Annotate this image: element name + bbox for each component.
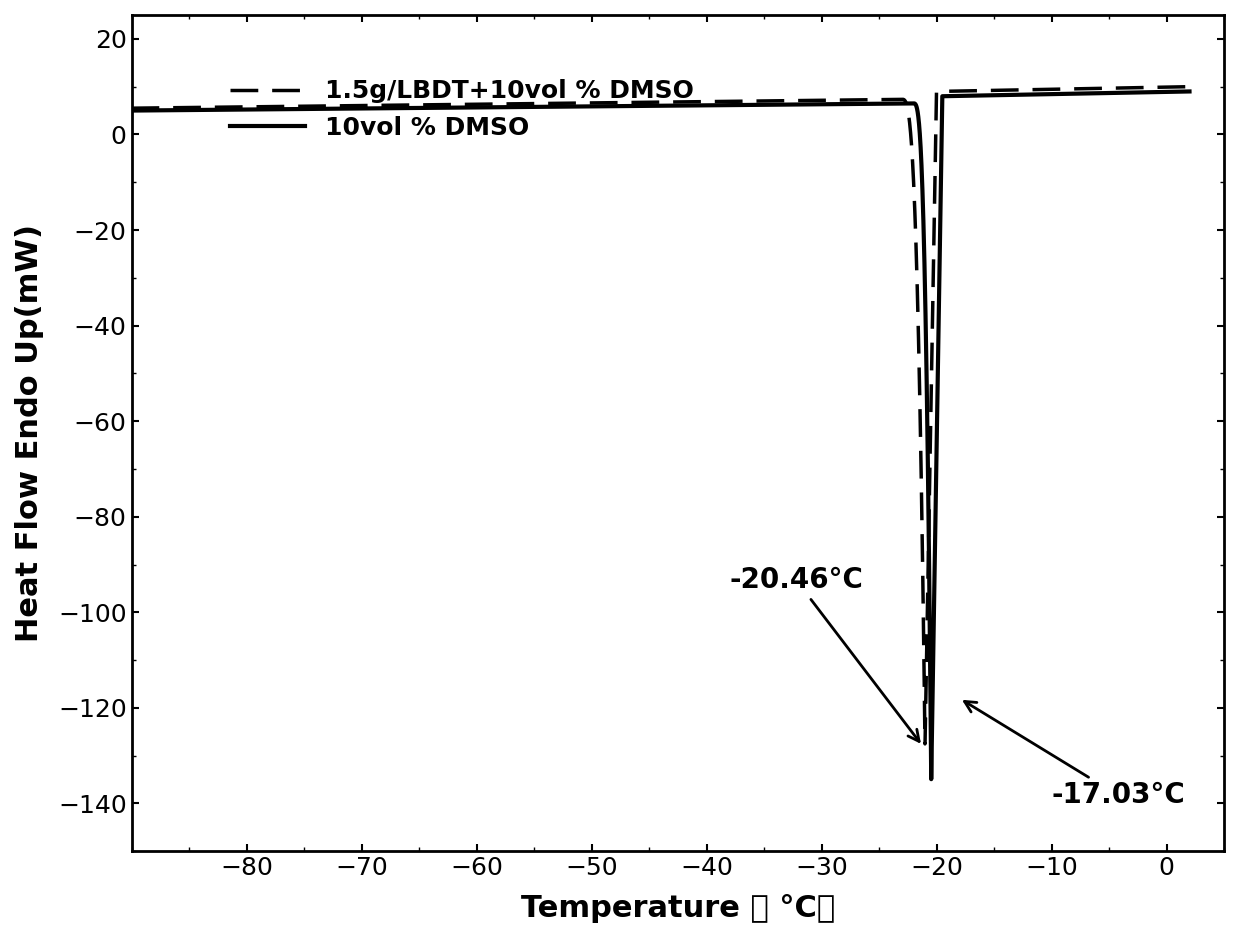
Text: -20.46°C: -20.46°C [730, 567, 919, 741]
10vol % DMSO [187, 104, 202, 115]
10vol % DMSO [1182, 86, 1197, 98]
Text: -17.03°C: -17.03°C [964, 702, 1186, 809]
Line: 1.5g/LBDT+10vol % DMSO: 1.5g/LBDT+10vol % DMSO [131, 86, 1189, 744]
1.5g/LBDT+10vol % DMSO [1126, 83, 1141, 94]
1.5g/LBDT+10vol % DMSO [642, 97, 657, 108]
1.5g/LBDT+10vol % DMSO [167, 102, 182, 113]
10vol % DMSO [167, 104, 182, 115]
10vol % DMSO [332, 103, 347, 114]
Line: 10vol % DMSO: 10vol % DMSO [131, 92, 1189, 779]
10vol % DMSO [924, 774, 939, 785]
1.5g/LBDT+10vol % DMSO [129, 102, 144, 113]
Legend: 1.5g/LBDT+10vol % DMSO, 10vol % DMSO: 1.5g/LBDT+10vol % DMSO, 10vol % DMSO [221, 69, 704, 150]
10vol % DMSO [124, 105, 139, 116]
Y-axis label: Heat Flow Endo Up(mW): Heat Flow Endo Up(mW) [15, 224, 45, 643]
1.5g/LBDT+10vol % DMSO [124, 102, 139, 113]
1.5g/LBDT+10vol % DMSO [1182, 81, 1197, 92]
10vol % DMSO [129, 105, 144, 116]
10vol % DMSO [1126, 87, 1141, 98]
X-axis label: Temperature （ °C）: Temperature （ °C） [520, 894, 835, 923]
1.5g/LBDT+10vol % DMSO [332, 100, 347, 112]
1.5g/LBDT+10vol % DMSO [918, 738, 933, 749]
1.5g/LBDT+10vol % DMSO [187, 102, 202, 113]
10vol % DMSO [642, 100, 657, 112]
